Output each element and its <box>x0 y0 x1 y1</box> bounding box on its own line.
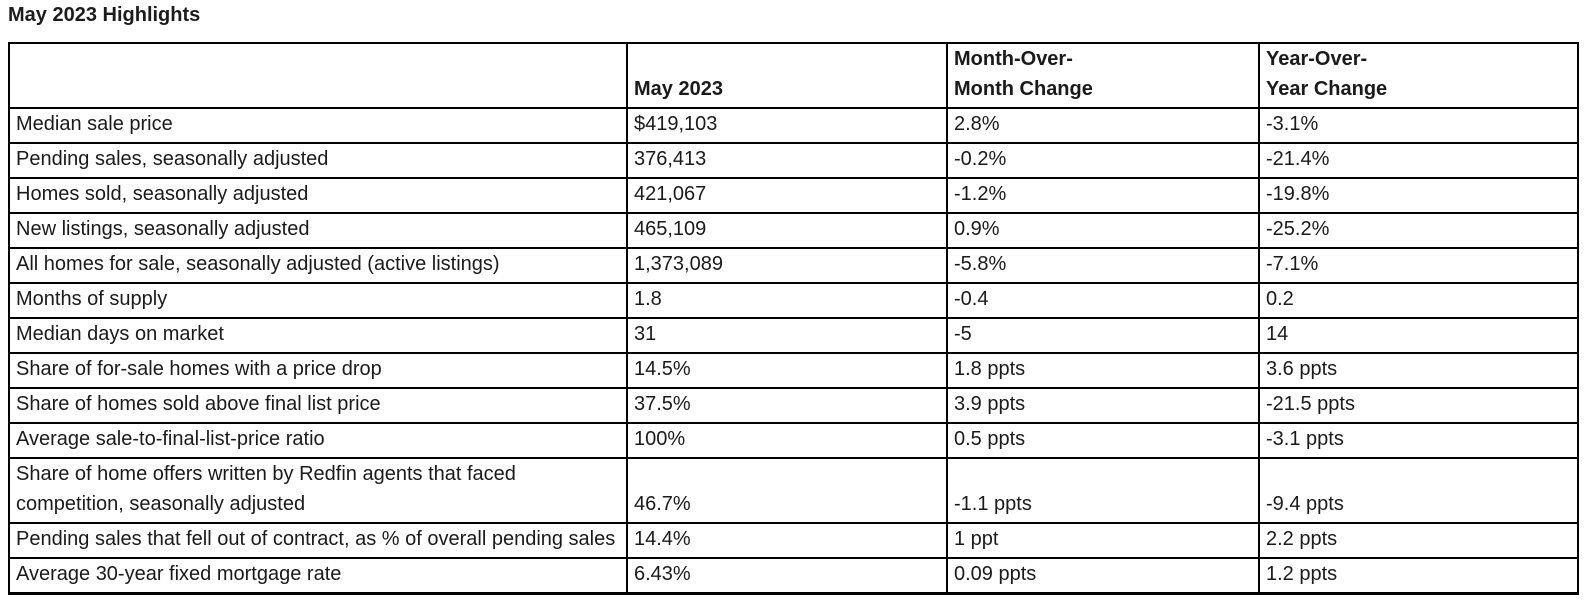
metric-label: All homes for sale, seasonally adjusted … <box>8 247 628 284</box>
table-row: Share of homes sold above final list pri… <box>8 387 1579 424</box>
table-row: Months of supply 1.8 -0.4 0.2 <box>8 282 1579 319</box>
table-row: Pending sales that fell out of contract,… <box>8 522 1579 559</box>
table-row: Share of home offers written by Redfin a… <box>8 457 1579 524</box>
may-2023-value: 14.4% <box>626 522 948 559</box>
table-row: Median sale price $419,103 2.8% -3.1% <box>8 107 1579 144</box>
metric-label: Median sale price <box>8 107 628 144</box>
mom-change-value: 0.9% <box>946 212 1260 249</box>
table-header: May 2023 Month-Over- Month Change Year-O… <box>8 42 1579 109</box>
table-row: Pending sales, seasonally adjusted 376,4… <box>8 142 1579 179</box>
yoy-change-value: -19.8% <box>1258 177 1579 214</box>
page-title: May 2023 Highlights <box>8 4 201 26</box>
metric-label: Homes sold, seasonally adjusted <box>8 177 628 214</box>
may-2023-value: 46.7% <box>626 457 948 524</box>
metric-label: Months of supply <box>8 282 628 319</box>
mom-change-value: 1.8 ppts <box>946 352 1260 389</box>
yoy-change-value: 14 <box>1258 317 1579 354</box>
metric-label: Average 30-year fixed mortgage rate <box>8 557 628 595</box>
yoy-change-value: -21.5 ppts <box>1258 387 1579 424</box>
mom-change-value: -5 <box>946 317 1260 354</box>
table-row: Median days on market 31 -5 14 <box>8 317 1579 354</box>
table-row: Share of for-sale homes with a price dro… <box>8 352 1579 389</box>
mom-change-value: -5.8% <box>946 247 1260 284</box>
metric-label: Share of home offers written by Redfin a… <box>8 457 628 524</box>
yoy-change-value: -21.4% <box>1258 142 1579 179</box>
table-row: All homes for sale, seasonally adjusted … <box>8 247 1579 284</box>
metric-label: Average sale-to-final-list-price ratio <box>8 422 628 459</box>
metric-label: Pending sales, seasonally adjusted <box>8 142 628 179</box>
header-row: May 2023 Month-Over- Month Change Year-O… <box>8 42 1579 109</box>
yoy-change-value: -3.1% <box>1258 107 1579 144</box>
yoy-change-value: 3.6 ppts <box>1258 352 1579 389</box>
highlights-table: May 2023 Month-Over- Month Change Year-O… <box>8 42 1579 595</box>
mom-change-value: -1.2% <box>946 177 1260 214</box>
may-2023-value: 465,109 <box>626 212 948 249</box>
column-header-yoy-change: Year-Over- Year Change <box>1258 42 1579 109</box>
column-header-may-2023: May 2023 <box>626 42 948 109</box>
mom-change-value: 1 ppt <box>946 522 1260 559</box>
mom-change-value: -1.1 ppts <box>946 457 1260 524</box>
may-2023-value: 1.8 <box>626 282 948 319</box>
mom-change-value: -0.2% <box>946 142 1260 179</box>
may-2023-value: 6.43% <box>626 557 948 595</box>
may-2023-value: 37.5% <box>626 387 948 424</box>
mom-change-value: 2.8% <box>946 107 1260 144</box>
yoy-change-value: 2.2 ppts <box>1258 522 1579 559</box>
mom-change-value: 0.5 ppts <box>946 422 1260 459</box>
may-2023-value: 31 <box>626 317 948 354</box>
table-row: New listings, seasonally adjusted 465,10… <box>8 212 1579 249</box>
column-header-metric <box>8 42 628 109</box>
metric-label: Share of homes sold above final list pri… <box>8 387 628 424</box>
yoy-change-value: -7.1% <box>1258 247 1579 284</box>
table-body: Median sale price $419,103 2.8% -3.1% Pe… <box>8 107 1579 595</box>
column-header-mom-change: Month-Over- Month Change <box>946 42 1260 109</box>
metric-label: Pending sales that fell out of contract,… <box>8 522 628 559</box>
metric-label: Share of for-sale homes with a price dro… <box>8 352 628 389</box>
may-2023-value: $419,103 <box>626 107 948 144</box>
table-row: Average 30-year fixed mortgage rate 6.43… <box>8 557 1579 595</box>
may-2023-value: 376,413 <box>626 142 948 179</box>
may-2023-value: 1,373,089 <box>626 247 948 284</box>
yoy-change-value: -25.2% <box>1258 212 1579 249</box>
yoy-change-value: 1.2 ppts <box>1258 557 1579 595</box>
yoy-change-value: 0.2 <box>1258 282 1579 319</box>
yoy-change-value: -3.1 ppts <box>1258 422 1579 459</box>
mom-change-value: 0.09 ppts <box>946 557 1260 595</box>
table-row: Average sale-to-final-list-price ratio 1… <box>8 422 1579 459</box>
mom-change-value: 3.9 ppts <box>946 387 1260 424</box>
metric-label: New listings, seasonally adjusted <box>8 212 628 249</box>
may-2023-value: 14.5% <box>626 352 948 389</box>
mom-change-value: -0.4 <box>946 282 1260 319</box>
table-row: Homes sold, seasonally adjusted 421,067 … <box>8 177 1579 214</box>
may-2023-value: 421,067 <box>626 177 948 214</box>
yoy-change-value: -9.4 ppts <box>1258 457 1579 524</box>
metric-label: Median days on market <box>8 317 628 354</box>
may-2023-value: 100% <box>626 422 948 459</box>
